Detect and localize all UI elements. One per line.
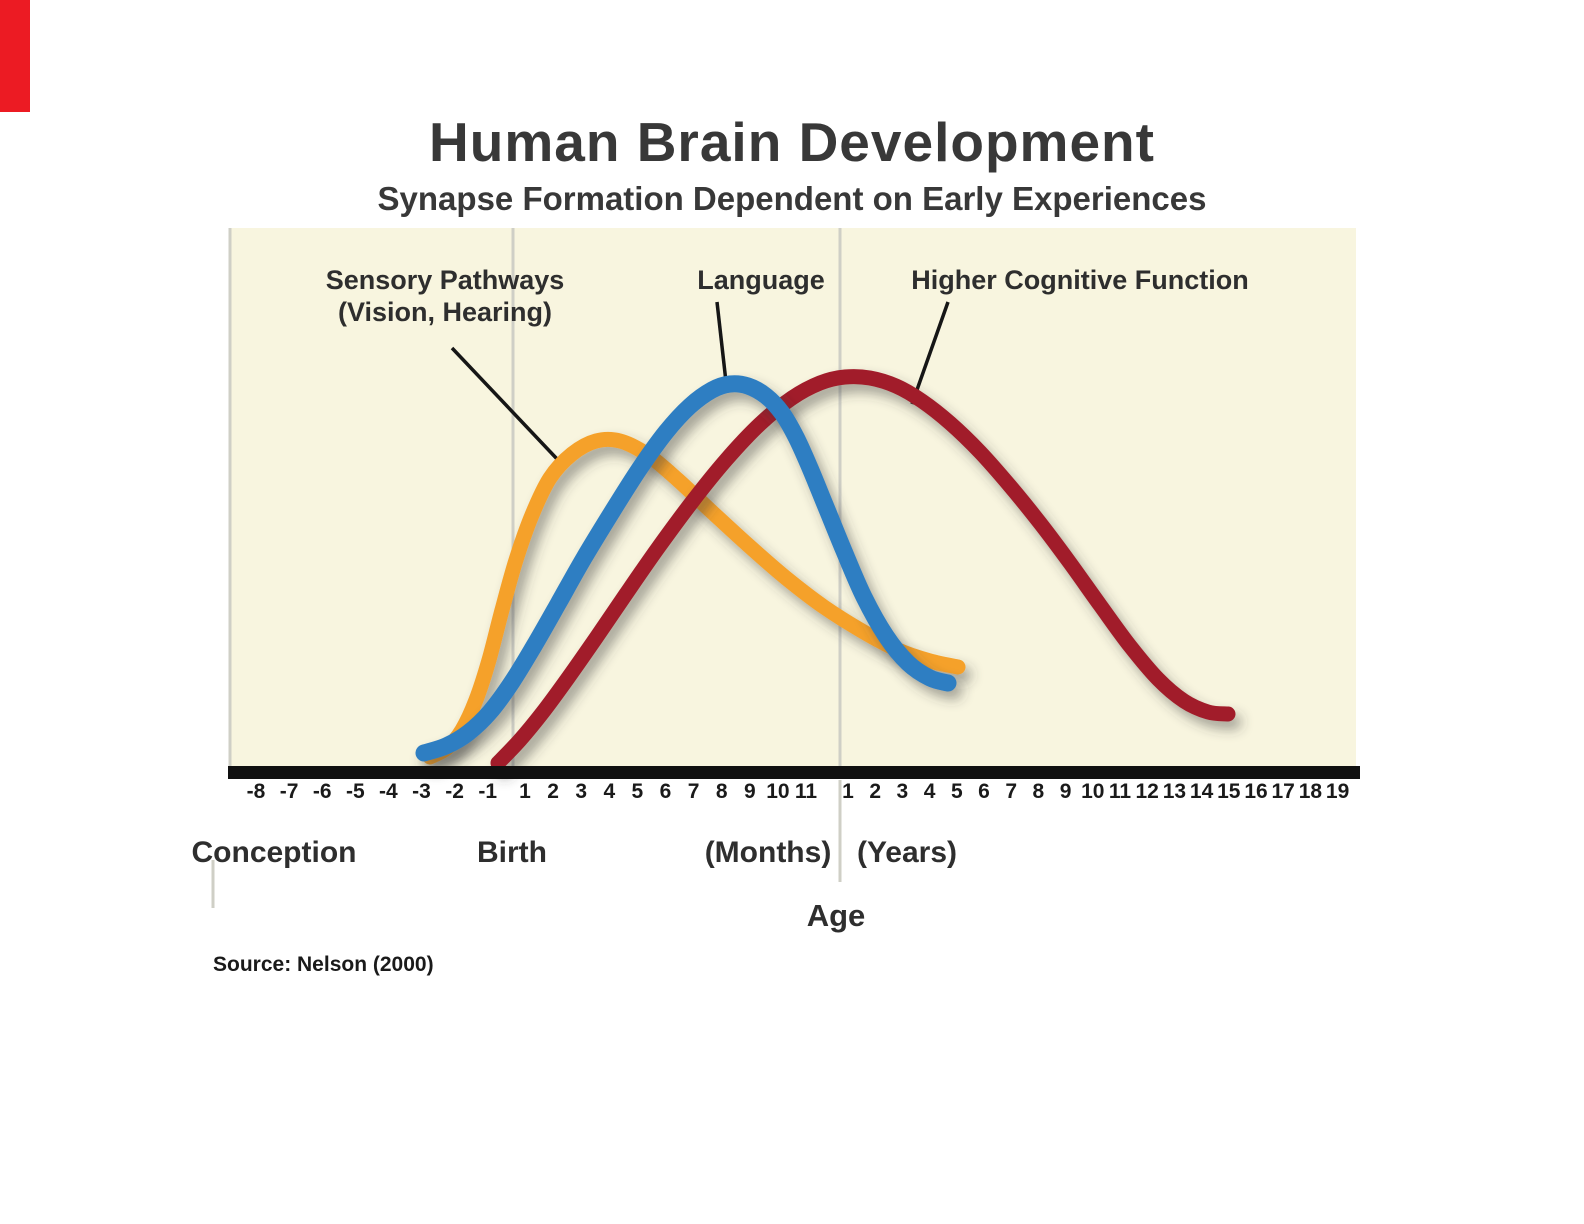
axis-tick: 5 [950,780,963,803]
axis-tick: 11 [1108,780,1132,803]
axis-tick: 1 [519,780,531,803]
axis-tick: -1 [478,780,498,803]
axis-tick: 4 [923,780,936,803]
axis-tick: 3 [575,780,588,803]
x-axis-bar [228,766,1360,779]
axis-tick: 4 [603,780,616,803]
axis-tick: 14 [1189,780,1214,803]
label-months: (Months) [704,836,832,869]
axis-tick: 7 [687,780,700,803]
label-conception: Conception [191,836,357,869]
axis-tick: 11 [794,780,818,803]
axis-tick: 10 [1081,780,1105,803]
label-sensory-line2: (Vision, Hearing) [337,297,553,328]
chart-subtitle: Synapse Formation Dependent on Early Exp… [377,180,1207,217]
x-axis-title: Age [806,898,866,933]
axis-tick: 6 [659,780,672,803]
axis-tick: 9 [1059,780,1072,803]
axis-tick: 6 [978,780,990,803]
axis-tick: -6 [312,780,332,803]
label-higher-cognitive-function: Higher Cognitive Function [911,265,1249,295]
label-birth: Birth [477,836,547,869]
axis-tick: -3 [412,780,431,803]
axis-tick: 15 [1217,780,1241,803]
axis-tick: 19 [1325,780,1350,803]
axis-tick: 17 [1271,780,1295,803]
label-language: Language [697,265,825,295]
label-sensory-pathways: Sensory Pathways (Vision, Hearing) [322,264,568,329]
axis-tick: -2 [445,780,464,803]
label-sensory-line1: Sensory Pathways [325,265,565,295]
axis-tick: 12 [1135,780,1159,803]
axis-tick: -4 [379,780,398,803]
axis-tick: 2 [869,780,882,803]
chart-title: Human Brain Development [429,111,1155,173]
axis-tick: 1 [842,780,854,803]
axis-tick: -5 [345,780,365,803]
axis-tick: -8 [246,780,266,803]
axis-tick: 2 [547,780,559,803]
axis-tick: 5 [631,780,644,803]
axis-tick: 8 [1032,780,1045,803]
axis-tick: 13 [1162,780,1187,803]
axis-tick-row: -8 -7 -6 -5 -4 -3 -2 -1 1 2 3 4 5 6 7 8 9 10 11 1 2 3 4 5 6 7 8 9 10… [0,780,1584,812]
source-citation: Source: Nelson (2000) [213,953,434,976]
axis-tick: -7 [279,780,299,803]
axis-tick: 3 [896,780,909,803]
label-years: (Years) [856,836,958,869]
axis-tick: 8 [715,780,728,803]
axis-tick: 18 [1298,780,1323,803]
axis-tick: 9 [743,780,756,803]
axis-tick: 10 [766,780,790,803]
axis-tick: 16 [1244,780,1268,803]
red-strip-decoration [0,0,30,112]
axis-tick: 7 [1005,780,1018,803]
